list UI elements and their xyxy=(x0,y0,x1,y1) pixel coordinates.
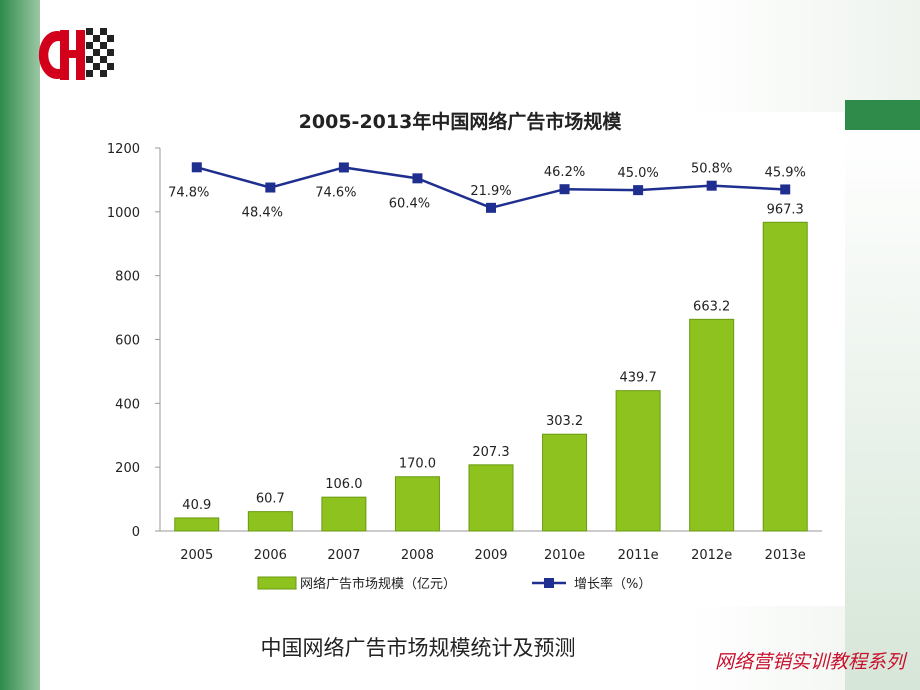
x-tick-label: 2005 xyxy=(180,548,213,563)
bar-value-label: 106.0 xyxy=(325,477,362,492)
x-tick-label: 2011e xyxy=(618,548,659,563)
line-value-label: 74.8% xyxy=(168,185,209,200)
line-marker xyxy=(412,173,423,184)
footer: 网络营销实训教程系列 xyxy=(715,651,908,673)
chart-title: 2005-2013年中国网络广告市场规模 xyxy=(299,110,623,133)
line-marker xyxy=(265,182,276,193)
y-tick-label: 800 xyxy=(115,270,140,285)
line-value-label: 21.9% xyxy=(470,184,511,199)
y-tick-label: 400 xyxy=(115,397,140,412)
bar xyxy=(468,464,514,532)
x-tick-label: 2008 xyxy=(401,548,434,563)
line-value-label: 45.0% xyxy=(617,166,658,181)
bar xyxy=(615,390,661,532)
x-tick-label: 2009 xyxy=(474,548,507,563)
bar-value-label: 60.7 xyxy=(256,492,285,507)
legend-label: 增长率（%） xyxy=(574,576,651,592)
bar xyxy=(247,511,293,532)
bar-value-label: 170.0 xyxy=(399,457,436,472)
legend-swatch xyxy=(257,576,297,590)
line-value-label: 74.6% xyxy=(315,185,356,200)
bar xyxy=(174,517,220,532)
bar xyxy=(542,433,588,532)
line-marker xyxy=(559,184,570,195)
y-tick-label: 600 xyxy=(115,334,140,349)
line-marker xyxy=(706,180,717,191)
caption: 中国网络广告市场规模统计及预测 xyxy=(261,636,576,660)
line-marker xyxy=(780,184,791,195)
x-tick-label: 2010e xyxy=(544,548,585,563)
line-marker xyxy=(633,185,644,196)
line-marker xyxy=(338,162,349,173)
bar xyxy=(394,476,440,532)
x-tick-label: 2013e xyxy=(765,548,806,563)
line-value-label: 45.9% xyxy=(765,165,806,180)
line-marker xyxy=(191,162,202,173)
bar xyxy=(321,496,367,532)
x-tick-label: 2007 xyxy=(327,548,360,563)
y-tick-label: 1200 xyxy=(107,142,140,157)
logo xyxy=(38,28,114,80)
bar xyxy=(689,318,735,532)
bar-value-label: 967.3 xyxy=(767,202,804,217)
right-bar xyxy=(845,100,920,130)
right-decor xyxy=(845,130,920,690)
legend-swatch xyxy=(544,578,554,588)
x-tick-label: 2012e xyxy=(691,548,732,563)
y-tick-label: 0 xyxy=(132,525,140,540)
bar xyxy=(762,221,808,532)
legend-label: 网络广告市场规模（亿元） xyxy=(300,576,456,592)
line-value-label: 48.4% xyxy=(242,206,283,221)
bar-value-label: 303.2 xyxy=(546,414,583,429)
bar-value-label: 40.9 xyxy=(182,498,211,513)
x-tick-label: 2006 xyxy=(254,548,287,563)
line-value-label: 46.2% xyxy=(544,165,585,180)
left-band xyxy=(0,0,40,690)
bar-value-label: 663.2 xyxy=(693,299,730,314)
bar-value-label: 439.7 xyxy=(620,371,657,386)
bar-value-label: 207.3 xyxy=(472,445,509,460)
y-tick-label: 200 xyxy=(115,461,140,476)
y-tick-label: 1000 xyxy=(107,206,140,221)
line-value-label: 50.8% xyxy=(691,162,732,177)
line-marker xyxy=(486,202,496,213)
line-value-label: 60.4% xyxy=(389,196,430,211)
